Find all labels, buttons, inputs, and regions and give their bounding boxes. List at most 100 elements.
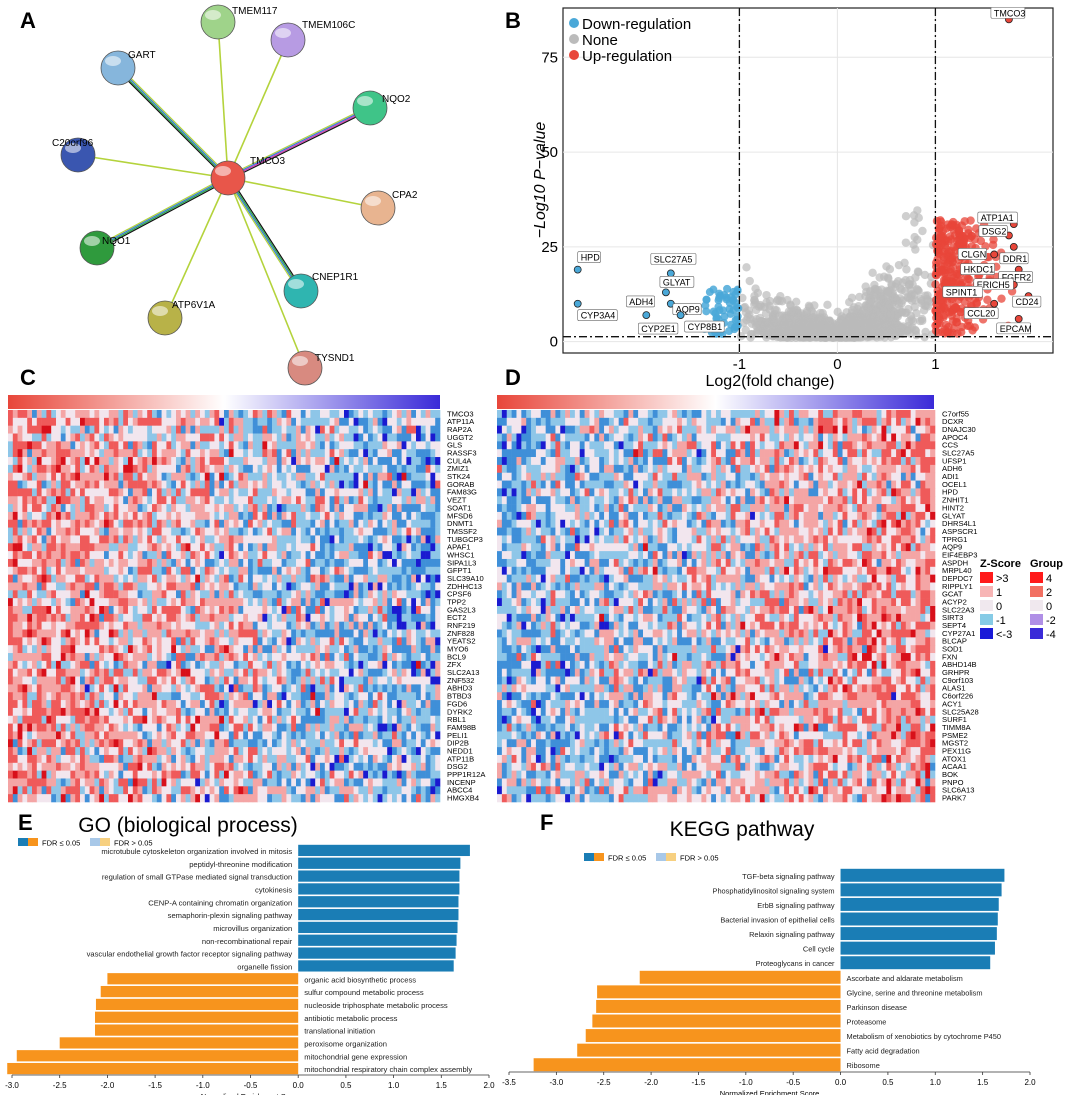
heatmap-cell (99, 590, 105, 599)
heatmap-cell (396, 543, 402, 552)
heatmap-cell (348, 449, 354, 458)
heatmap-cell (276, 480, 282, 489)
heatmap-cell (56, 598, 62, 607)
heatmap-cell (8, 621, 14, 630)
heatmap-cell (108, 606, 114, 615)
heatmap-cell (180, 598, 186, 607)
heatmap-cell (382, 621, 388, 630)
heatmap-cell (224, 449, 230, 458)
heatmap-cell (70, 660, 76, 670)
volcano-point-none (738, 293, 747, 303)
heatmap-cell (204, 488, 210, 497)
heatmap-cell (32, 527, 38, 536)
heatmap-cell (56, 582, 62, 591)
heatmap-cell (392, 504, 398, 513)
heatmap-cell (315, 488, 321, 497)
heatmap-cell (382, 535, 388, 544)
heatmap-cell (276, 668, 282, 677)
heatmap-cell (123, 668, 129, 677)
heatmap-cell (305, 433, 311, 442)
heatmap-cell (411, 535, 417, 544)
heatmap-cell (382, 472, 388, 481)
volcano-point-up (989, 235, 998, 244)
heatmap-cell (358, 504, 364, 513)
heatmap-cell (94, 566, 100, 575)
heatmap-cell (382, 566, 388, 575)
heatmap-cell (137, 621, 143, 630)
heatmap-cell (118, 668, 124, 677)
heatmap-cell (80, 519, 86, 528)
heatmap-cell (36, 590, 42, 599)
volcano-point-none (873, 285, 883, 295)
heatmap-cell (89, 590, 95, 599)
heatmap-cell (142, 574, 148, 583)
heatmap-cell (329, 488, 335, 497)
heatmap-cell (70, 457, 76, 466)
heatmap-cell (36, 598, 42, 607)
heatmap-cell (334, 637, 340, 646)
heatmap-cell (22, 629, 28, 638)
heatmap-cell (392, 668, 398, 677)
heatmap-cell (94, 574, 100, 583)
heatmap-cell (406, 621, 412, 630)
heatmap-cell (12, 660, 18, 670)
heatmap-cell (36, 621, 42, 630)
heatmap-cell (228, 606, 234, 615)
heatmap-cell (214, 504, 220, 513)
heatmap-cell (180, 606, 186, 615)
heatmap-cell (348, 574, 354, 583)
heatmap-cell (118, 433, 124, 442)
heatmap-cell (180, 441, 186, 450)
heatmap-cell (344, 464, 350, 474)
heatmap-cell (41, 527, 47, 536)
heatmap-cell (377, 668, 383, 677)
heatmap-cell (32, 606, 38, 615)
heatmap-cell (363, 551, 369, 560)
heatmap-cell (137, 660, 143, 670)
heatmap-cell (51, 590, 57, 599)
heatmap-cell (84, 527, 90, 536)
heatmap-cell (430, 558, 436, 568)
heatmap-cell (89, 637, 95, 646)
heatmap-cell (80, 637, 86, 646)
heatmap-cell (233, 574, 239, 583)
heatmap-cell (329, 660, 335, 670)
heatmap-cell (80, 433, 86, 442)
heatmap-cell (22, 504, 28, 513)
heatmap-cell (80, 566, 86, 575)
heatmap-cell (387, 590, 393, 599)
heatmap-cell (142, 519, 148, 528)
heatmap-cell (392, 488, 398, 497)
panel-label-f: F (540, 810, 553, 835)
heatmap-cell (324, 472, 330, 481)
heatmap-cell (32, 551, 38, 560)
heatmap-cell (65, 449, 71, 458)
heatmap-cell (166, 535, 172, 544)
heatmap-cell (118, 480, 124, 489)
heatmap-cell (128, 582, 134, 591)
heatmap-cell (430, 472, 436, 481)
heatmap-cell (200, 496, 206, 505)
heatmap-cell (363, 472, 369, 481)
heatmap-cell (286, 551, 292, 560)
volcano-point-none (875, 273, 884, 282)
heatmap-cell (156, 441, 162, 450)
heatmap-cell (56, 606, 62, 615)
heatmap-cell (104, 653, 110, 662)
heatmap-cell (65, 613, 71, 622)
heatmap-cell (233, 535, 239, 544)
heatmap-cell (420, 621, 426, 630)
heatmap-cell (233, 472, 239, 481)
heatmap-cell (310, 519, 316, 528)
heatmap-cell (166, 574, 172, 583)
heatmap-cell (80, 449, 86, 458)
heatmap-cell (180, 480, 186, 489)
heatmap-cell (17, 621, 23, 630)
heatmap-cell (248, 410, 254, 419)
heatmap-cell (123, 598, 129, 607)
network-edge (97, 178, 229, 250)
heatmap-cell (238, 425, 244, 434)
heatmap-cell (416, 535, 422, 544)
heatmap-cell (147, 566, 153, 575)
heatmap-cell (276, 543, 282, 552)
